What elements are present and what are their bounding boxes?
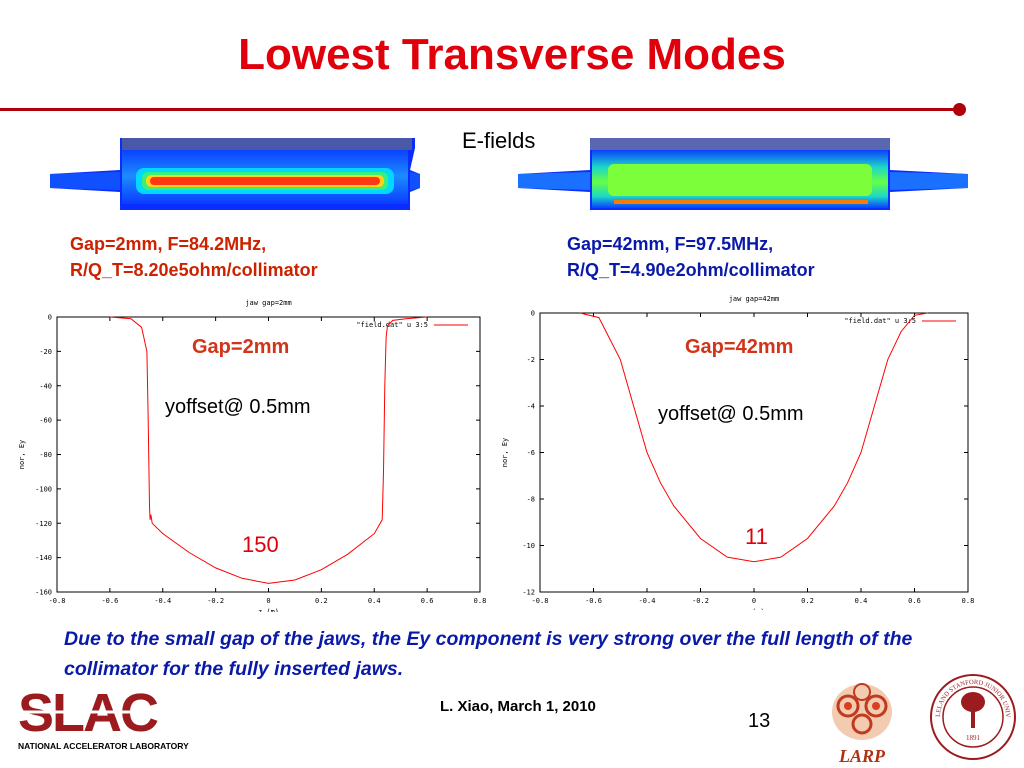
x-tick-label: 0.8 <box>474 597 487 605</box>
y-tick-label: 0 <box>531 310 535 318</box>
data-series-line <box>109 316 428 584</box>
slac-subtitle: NATIONAL ACCELERATOR LABORATORY <box>18 741 189 751</box>
plot-title: jaw gap=2mm <box>245 299 291 307</box>
page-number: 13 <box>748 710 771 732</box>
x-tick-label: -0.6 <box>101 597 118 605</box>
author-date: L. Xiao, March 1, 2010 <box>440 698 596 715</box>
y-axis-label: nor, Ey <box>501 438 509 468</box>
left-mode-caption: Gap=2mm, F=84.2MHz, R/Q_T=8.20e5ohm/coll… <box>70 231 318 283</box>
y-tick-label: -120 <box>35 520 52 528</box>
x-tick-label: -0.4 <box>639 597 656 605</box>
y-tick-label: -12 <box>522 589 535 597</box>
title-rule <box>0 108 958 111</box>
efield-sim-gap-42mm <box>518 138 968 210</box>
y-tick-label: -10 <box>522 542 535 550</box>
y-tick-label: -8 <box>527 496 535 504</box>
x-tick-label: 0.8 <box>962 597 975 605</box>
slide-title: Lowest Transverse Modes <box>238 30 786 79</box>
x-tick-label: 0 <box>752 597 756 605</box>
y-tick-label: -20 <box>39 348 52 356</box>
legend-label: "field.dat" u 3:5 <box>356 321 428 329</box>
slac-logo-text: SLAC <box>18 685 158 743</box>
x-axis-label: z (m) <box>258 608 279 612</box>
x-tick-label: -0.2 <box>207 597 224 605</box>
slac-logo: SLAC NATIONAL ACCELERATOR LABORATORY <box>18 685 189 751</box>
x-tick-label: -0.6 <box>585 597 602 605</box>
x-tick-label: -0.8 <box>532 597 549 605</box>
plot2-peak-label: 11 <box>745 524 768 549</box>
y-tick-label: -6 <box>527 449 535 457</box>
plot1-peak-label: 150 <box>242 532 279 557</box>
legend-label: "field.dat" u 3:5 <box>844 317 916 325</box>
plot-title: jaw gap=42mm <box>729 295 780 303</box>
title-rule-dot <box>953 103 966 116</box>
left-caption-line2: R/Q_T=8.20e5ohm/collimator <box>70 260 318 280</box>
y-tick-label: -40 <box>39 382 52 390</box>
seal-year: 1891 <box>966 734 981 742</box>
stanford-seal: LELAND STANFORD JUNIOR UNIVERSITY 1891 <box>928 672 1016 760</box>
efield-sim-gap-2mm <box>50 138 420 210</box>
left-caption-line1: Gap=2mm, F=84.2MHz, <box>70 234 267 254</box>
y-tick-label: -4 <box>527 403 535 411</box>
x-tick-label: -0.2 <box>692 597 709 605</box>
efields-label: E-fields <box>462 128 536 153</box>
larp-logo: LARP <box>832 683 892 766</box>
x-tick-label: 0.2 <box>801 597 814 605</box>
plot1-gap-label: Gap=2mm <box>192 336 290 358</box>
y-tick-label: -140 <box>35 554 52 562</box>
y-tick-label: -80 <box>39 451 52 459</box>
data-series-line <box>579 312 928 563</box>
x-tick-label: 0.6 <box>908 597 921 605</box>
x-tick-label: 0 <box>266 597 270 605</box>
x-tick-label: 0.4 <box>368 597 381 605</box>
plot2-offset-label: yoffset@ 0.5mm <box>658 403 804 425</box>
right-caption-line2: R/Q_T=4.90e2ohm/collimator <box>567 260 815 280</box>
y-tick-label: 0 <box>48 314 52 322</box>
y-tick-label: -100 <box>35 485 52 493</box>
right-caption-line1: Gap=42mm, F=97.5MHz, <box>567 234 774 254</box>
x-tick-label: -0.4 <box>154 597 171 605</box>
ey-plot-gap-42mm: jaw gap=42mm -0.8 -0.6 -0.4 -0.2 0 0.2 0.4 0.6 0.… <box>501 295 975 610</box>
larp-logo-text: LARP <box>838 746 886 766</box>
x-tick-label: 0.6 <box>421 597 434 605</box>
conclusion-text: Due to the small gap of the jaws, the Ey… <box>64 628 913 680</box>
x-tick-label: 0.4 <box>855 597 868 605</box>
y-tick-label: -160 <box>35 589 52 597</box>
y-tick-label: -2 <box>527 356 535 364</box>
plot2-gap-label: Gap=42mm <box>685 336 794 358</box>
ey-plot-gap-2mm: jaw gap=2mm -0.8 -0.6 -0.4 -0.2 0 0.2 0.4 0.6 0.8… <box>18 299 487 612</box>
x-axis-label: z (m) <box>743 608 764 610</box>
x-tick-label: -0.8 <box>49 597 66 605</box>
plot1-offset-label: yoffset@ 0.5mm <box>165 396 311 418</box>
right-mode-caption: Gap=42mm, F=97.5MHz, R/Q_T=4.90e2ohm/col… <box>567 231 815 283</box>
y-tick-label: -60 <box>39 417 52 425</box>
y-axis-label: nor, Ey <box>18 440 26 470</box>
x-tick-label: 0.2 <box>315 597 328 605</box>
